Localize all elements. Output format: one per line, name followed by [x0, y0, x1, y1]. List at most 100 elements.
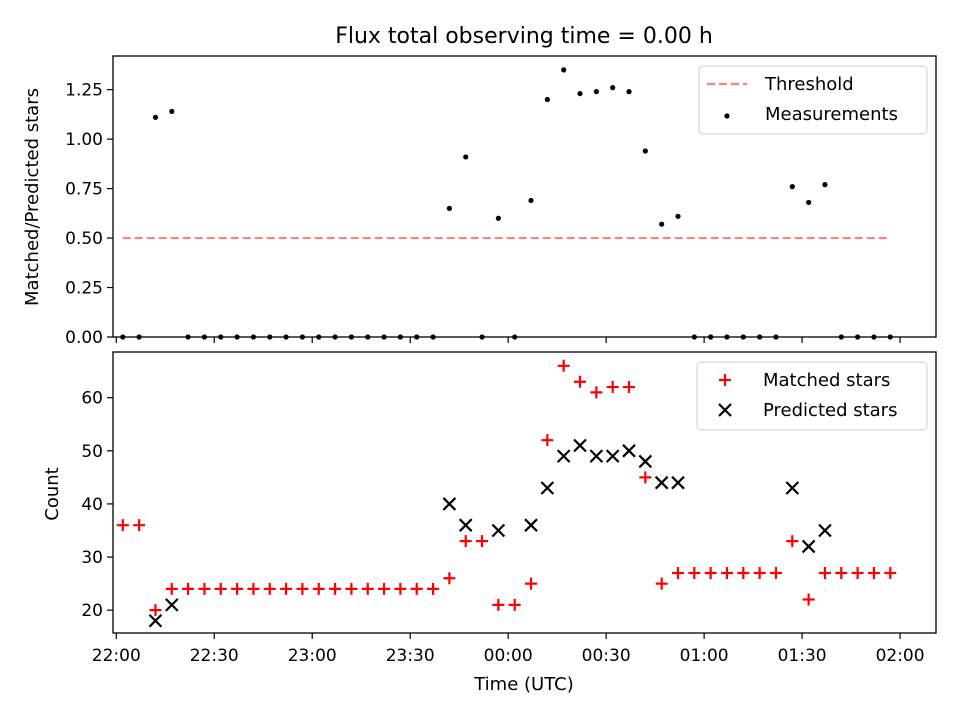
- matched-star-marker: [312, 582, 325, 595]
- matched-star-marker: [737, 566, 750, 579]
- y-tick-label: 40: [81, 495, 103, 515]
- legend: Threshold Measurements: [698, 65, 928, 135]
- count-y-axis-label: Count: [42, 467, 63, 520]
- predicted-star-marker: [654, 475, 669, 490]
- predicted-star-marker: [556, 449, 571, 463]
- predicted-star-marker: [165, 598, 179, 612]
- legend-label: Predicted stars: [763, 400, 897, 421]
- measurement-point: [463, 154, 469, 160]
- x-axis-label: Time (UTC): [473, 674, 574, 695]
- x-tick-label: 23:00: [288, 646, 337, 666]
- matched-star-marker: [459, 535, 472, 548]
- predicted-star-marker: [818, 523, 832, 538]
- matched-star-marker: [214, 582, 227, 595]
- matched-star-marker: [574, 375, 587, 388]
- matched-star-marker: [802, 593, 815, 606]
- y-tick-label: 1.25: [65, 81, 103, 101]
- legend-measurement-marker: [724, 113, 730, 119]
- predicted-star-marker: [442, 497, 457, 511]
- chart-title: Flux total observing time = 0.00 h: [335, 24, 713, 49]
- y-tick-label: 0.75: [65, 180, 103, 200]
- y-tick-label: 20: [81, 601, 103, 621]
- legend-predicted-marker: [718, 403, 732, 417]
- matched-star-marker: [231, 582, 244, 595]
- matched-star-marker: [198, 582, 211, 595]
- matched-star-marker: [688, 566, 701, 579]
- legend-box: [696, 361, 928, 431]
- legend: Matched stars Predicted stars: [696, 361, 928, 431]
- predicted-star-marker: [671, 475, 685, 490]
- matched-star-marker: [345, 582, 358, 595]
- predicted-star-marker: [638, 454, 653, 469]
- matched-star-marker: [492, 598, 505, 611]
- matched-star-marker: [165, 582, 178, 595]
- measurement-point: [528, 197, 534, 204]
- matched-star-marker: [541, 434, 554, 447]
- matched-star-marker: [263, 582, 276, 595]
- y-tick-label: 0.50: [65, 229, 103, 249]
- matched-star-marker: [280, 582, 293, 595]
- legend-label: Threshold: [764, 74, 854, 95]
- matched-star-marker: [427, 582, 440, 595]
- matched-star-marker: [508, 598, 521, 611]
- predicted-star-marker: [148, 614, 163, 628]
- matched-star-marker: [835, 566, 848, 579]
- matched-star-marker: [720, 566, 733, 579]
- y-tick-label: 0.25: [65, 279, 103, 299]
- x-tick-label: 00:30: [582, 646, 631, 666]
- matched-star-marker: [639, 471, 652, 484]
- matched-star-marker: [884, 566, 897, 579]
- matched-star-marker: [525, 577, 538, 590]
- measurement-point: [675, 213, 681, 219]
- measurement-point: [544, 96, 550, 103]
- predicted-star-marker: [622, 444, 636, 458]
- matched-star-marker: [247, 582, 260, 595]
- matched-star-marker: [361, 582, 374, 595]
- count-panel: 20 30 40 50 60 22:00 22:30 23:00 23:30 00:00 00:30…: [81, 351, 937, 666]
- measurement-point: [806, 199, 812, 206]
- axes-frame: [112, 55, 937, 338]
- measurement-point: [577, 90, 583, 97]
- matched-star-marker: [133, 519, 146, 532]
- matched-star-marker: [753, 566, 766, 579]
- predicted-star-marker: [491, 523, 506, 538]
- ratio-y-axis-label: Matched/Predicted stars: [22, 88, 43, 306]
- legend-matched-marker: [719, 374, 731, 386]
- matched-star-marker: [786, 535, 799, 548]
- x-tick-label: 02:00: [876, 646, 925, 666]
- matched-star-marker: [623, 381, 636, 394]
- measurement-point: [169, 108, 175, 115]
- x-tick-label: 22:00: [92, 646, 141, 666]
- matched-star-marker: [296, 582, 309, 595]
- matched-star-marker: [818, 566, 831, 579]
- x-tick-label: 22:30: [190, 646, 239, 666]
- matched-star-marker: [851, 566, 864, 579]
- measurement-point: [446, 205, 452, 211]
- measurement-point: [610, 85, 616, 91]
- predicted-star-marker: [458, 518, 473, 532]
- measurement-point: [659, 221, 665, 227]
- measurement-point: [495, 215, 501, 221]
- matched-star-marker: [769, 566, 782, 579]
- matched-star-marker: [606, 381, 619, 394]
- predicted-star-marker: [589, 449, 604, 463]
- measurement-point: [626, 89, 632, 95]
- matched-star-marker: [394, 582, 407, 595]
- matched-star-marker: [329, 582, 342, 595]
- matched-star-marker: [149, 604, 162, 617]
- matched-star-marker: [557, 359, 570, 372]
- matched-star-marker: [704, 566, 717, 579]
- predicted-star-marker: [573, 438, 587, 453]
- matched-star-marker: [410, 582, 423, 595]
- matched-star-marker: [590, 386, 603, 399]
- matched-star-marker: [182, 582, 195, 595]
- y-tick-label: 60: [81, 389, 103, 409]
- matched-star-marker: [476, 535, 489, 548]
- measurement-point: [152, 114, 159, 120]
- matched-star-marker: [116, 519, 129, 532]
- measurement-point: [561, 67, 567, 73]
- x-tick-label: 00:00: [484, 646, 533, 666]
- matched-star-marker: [443, 572, 456, 585]
- y-tick-label: 30: [81, 548, 103, 568]
